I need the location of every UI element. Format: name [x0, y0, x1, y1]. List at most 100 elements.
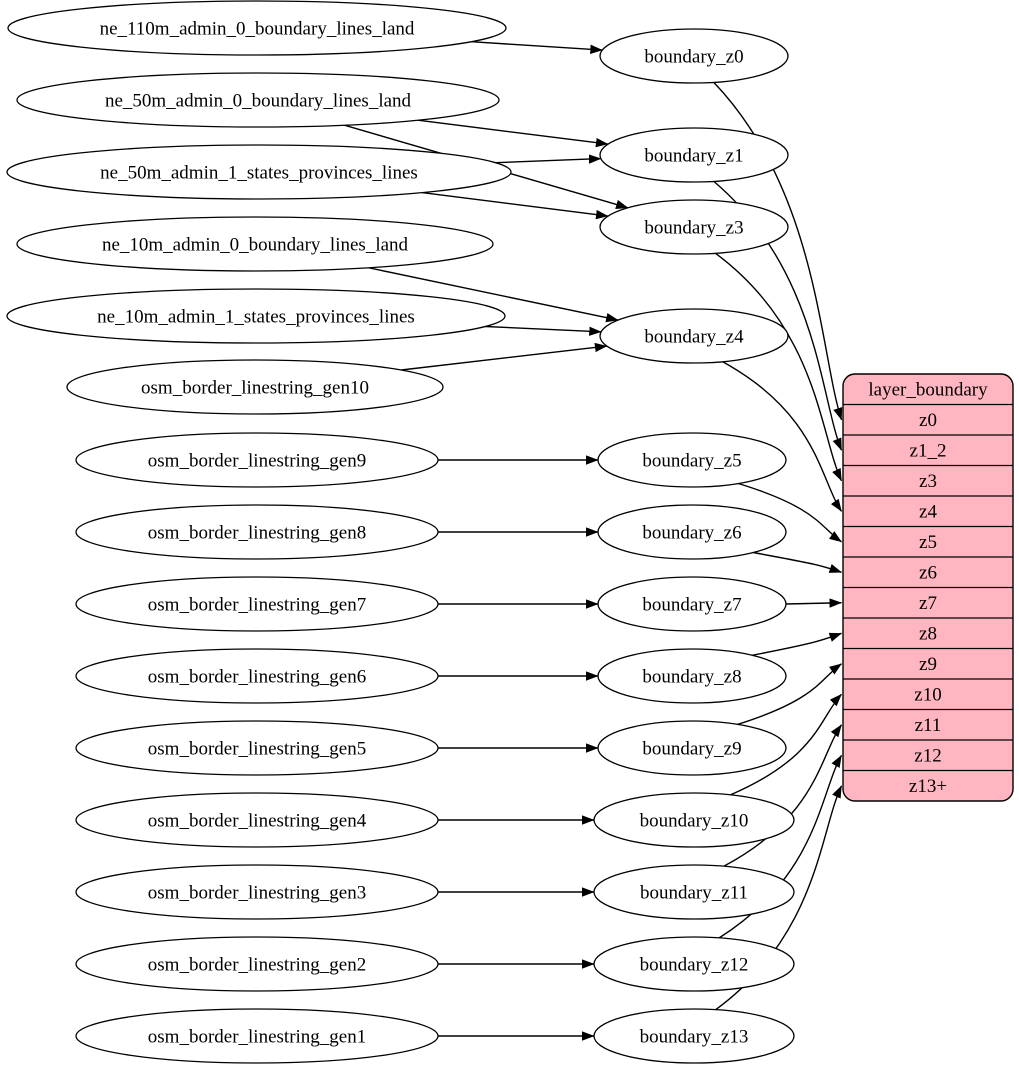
source-node-label: osm_border_linestring_gen6 [148, 666, 366, 687]
node-osm_border_linestring_gen5: osm_border_linestring_gen5 [75, 720, 439, 776]
edge-ne_10m_admin_0_boundary_lines_land-to-boundary_z4 [368, 267, 619, 323]
table-row-z4: z4 [919, 502, 937, 523]
source-node-ellipse [6, 288, 506, 344]
source-node-label: osm_border_linestring_gen5 [148, 738, 366, 759]
table-row-z12: z12 [914, 746, 941, 767]
table-row-z7: z7 [919, 593, 937, 614]
source-node-ellipse [75, 1008, 439, 1064]
transform-node-ellipse [597, 648, 787, 704]
node-osm_border_linestring_gen8: osm_border_linestring_gen8 [75, 504, 439, 560]
source-node-ellipse [7, 0, 507, 56]
transform-node-ellipse [593, 864, 795, 920]
node-boundary_z9: boundary_z9 [597, 720, 787, 776]
transform-node-label: boundary_z5 [642, 450, 741, 471]
source-node-ellipse [75, 792, 439, 848]
source-node-ellipse [75, 504, 439, 560]
transform-node-label: boundary_z11 [640, 882, 748, 903]
node-boundary_z4: boundary_z4 [599, 308, 789, 364]
transform-node-ellipse [597, 720, 787, 776]
source-node-label: osm_border_linestring_gen4 [148, 810, 367, 831]
table-row-z6: z6 [919, 563, 937, 584]
source-node-label: ne_50m_admin_0_boundary_lines_land [105, 90, 412, 111]
source-node-label: osm_border_linestring_gen10 [141, 377, 369, 398]
node-boundary_z12: boundary_z12 [593, 936, 795, 992]
edge-boundary_z7-to-row-z7 [785, 598, 843, 608]
source-node-ellipse [66, 359, 444, 415]
node-boundary_z13: boundary_z13 [593, 1008, 795, 1064]
transform-node-label: boundary_z9 [642, 738, 741, 759]
source-node-ellipse [16, 72, 500, 128]
transform-node-ellipse [599, 127, 789, 183]
transform-node-label: boundary_z4 [644, 326, 744, 347]
node-ne_10m_admin_0_boundary_lines_land: ne_10m_admin_0_boundary_lines_land [16, 216, 494, 272]
source-node-ellipse [6, 144, 512, 200]
node-boundary_z11: boundary_z11 [593, 864, 795, 920]
node-osm_border_linestring_gen2: osm_border_linestring_gen2 [75, 936, 439, 992]
transform-node-label: boundary_z1 [644, 145, 743, 166]
source-node-label: ne_110m_admin_0_boundary_lines_land [100, 18, 415, 39]
transform-node-ellipse [597, 432, 787, 488]
transform-node-ellipse [599, 199, 789, 255]
edge-ne_50m_admin_1_states_provinces_lines-to-boundary_z3 [421, 191, 609, 220]
source-node-ellipse [75, 432, 439, 488]
table-row-z5: z5 [919, 532, 937, 553]
node-osm_border_linestring_gen7: osm_border_linestring_gen7 [75, 576, 439, 632]
transform-node-ellipse [593, 936, 795, 992]
edge-boundary_z10-to-row-z10 [730, 693, 843, 796]
edge-boundary_z0-to-row-z0 [713, 81, 843, 421]
node-osm_border_linestring_gen6: osm_border_linestring_gen6 [75, 648, 439, 704]
node-ne_110m_admin_0_boundary_lines_land: ne_110m_admin_0_boundary_lines_land [7, 0, 507, 56]
layer-table: layer_boundary z0 z1_2 z3 z4 z5 z6 z7 z8 z9 z10 z11… [842, 373, 1014, 802]
source-node-label: osm_border_linestring_gen9 [148, 450, 366, 471]
node-osm_border_linestring_gen4: osm_border_linestring_gen4 [75, 792, 439, 848]
transform-node-label: boundary_z13 [640, 1026, 749, 1047]
transform-node-label: boundary_z0 [644, 46, 743, 67]
table-row-z9: z9 [919, 654, 937, 675]
node-boundary_z6: boundary_z6 [597, 504, 787, 560]
transform-node-ellipse [593, 1008, 795, 1064]
edge-ne_50m_admin_0_boundary_lines_land-to-boundary_z1 [417, 119, 609, 148]
edge-ne_110m_admin_0_boundary_lines_land-to-boundary_z0 [471, 41, 603, 55]
transform-node-ellipse [593, 792, 795, 848]
node-boundary_z10: boundary_z10 [593, 792, 795, 848]
edge-osm_border_linestring_gen10-to-boundary_z4 [401, 342, 608, 371]
node-osm_border_linestring_gen9: osm_border_linestring_gen9 [75, 432, 439, 488]
table-row-z10: z10 [914, 685, 941, 706]
source-node-label: osm_border_linestring_gen3 [148, 882, 366, 903]
node-osm_border_linestring_gen3: osm_border_linestring_gen3 [75, 864, 439, 920]
source-node-label: osm_border_linestring_gen2 [148, 954, 366, 975]
table-row-z3: z3 [919, 471, 937, 492]
edge-boundary_z6-to-row-z6 [753, 551, 842, 573]
node-boundary_z8: boundary_z8 [597, 648, 787, 704]
transform-node-ellipse [597, 504, 787, 560]
source-node-ellipse [75, 936, 439, 992]
edge-boundary_z11-to-row-z11 [723, 724, 843, 867]
edge-boundary_z8-to-row-z8 [752, 632, 842, 656]
table-row-z0: z0 [919, 410, 937, 431]
source-node-ellipse [75, 648, 439, 704]
node-osm_border_linestring_gen1: osm_border_linestring_gen1 [75, 1008, 439, 1064]
transform-node-ellipse [597, 576, 787, 632]
edge-ne_50m_admin_1_states_provinces_lines-to-boundary_z1 [495, 154, 602, 164]
transform-node-label: boundary_z10 [640, 810, 749, 831]
node-ne_50m_admin_0_boundary_lines_land: ne_50m_admin_0_boundary_lines_land [16, 72, 500, 128]
node-boundary_z0: boundary_z0 [599, 28, 789, 84]
source-node-label: osm_border_linestring_gen1 [148, 1026, 366, 1047]
source-node-label: ne_10m_admin_1_states_provinces_lines [97, 306, 415, 327]
transform-node-ellipse [599, 28, 789, 84]
table-row-z13+: z13+ [909, 776, 947, 797]
transform-node-label: boundary_z6 [642, 522, 741, 543]
node-boundary_z3: boundary_z3 [599, 199, 789, 255]
edge-ne_10m_admin_1_states_provinces_lines-to-boundary_z4 [485, 325, 602, 336]
source-node-label: osm_border_linestring_gen7 [148, 594, 366, 615]
table-row-z11: z11 [915, 715, 942, 736]
transform-node-ellipse [599, 308, 789, 364]
source-node-label: ne_10m_admin_0_boundary_lines_land [102, 234, 409, 255]
node-boundary_z5: boundary_z5 [597, 432, 787, 488]
table-row-z1_2: z1_2 [910, 441, 947, 462]
node-ne_50m_admin_1_states_provinces_lines: ne_50m_admin_1_states_provinces_lines [6, 144, 512, 200]
source-node-ellipse [16, 216, 494, 272]
table-title: layer_boundary [868, 380, 988, 401]
